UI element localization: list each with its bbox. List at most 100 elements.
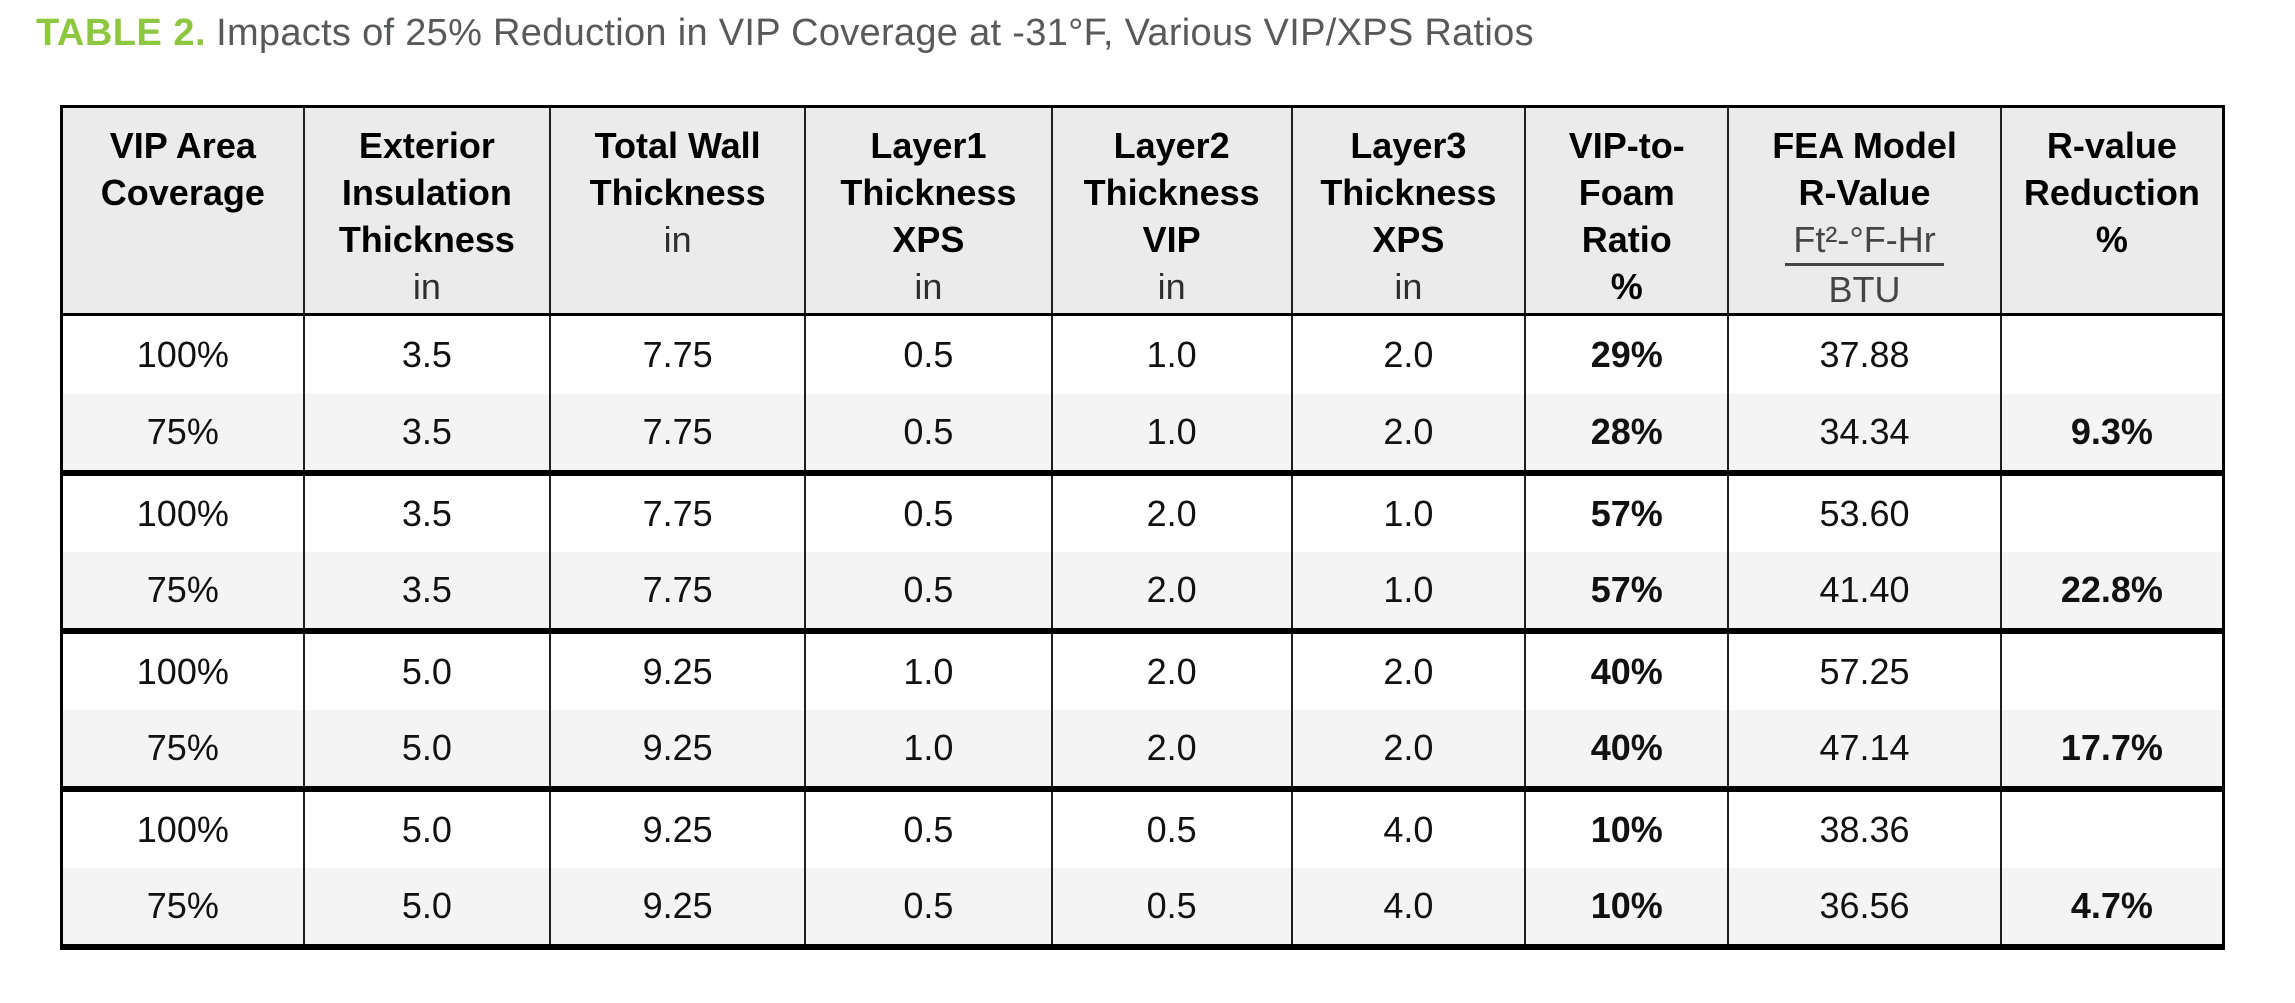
cell-layer1-thickness-xps: 1.0 [804, 630, 1053, 710]
cell-vip-to-foam-ratio: 10% [1524, 788, 1730, 868]
unit-fraction-numerator: Ft²-°F-Hr [1733, 216, 1995, 266]
cell-layer3-thickness-xps: 1.0 [1290, 472, 1527, 552]
cell-fea-model-r-value: 47.14 [1727, 709, 2002, 792]
cell-fea-model-r-value: 36.56 [1727, 867, 2002, 950]
cell-layer2-thickness-vip: 2.0 [1050, 472, 1293, 552]
cell-r-value-reduction [1999, 788, 2225, 868]
column-header-r-value-reduction: R-value Reduction% [1999, 106, 2225, 316]
column-header-total-wall-thickness: Total Wall Thickness in [549, 106, 807, 316]
cell-layer3-thickness-xps: 4.0 [1290, 867, 1527, 950]
cell-layer2-thickness-vip: 2.0 [1050, 709, 1293, 792]
cell-layer1-thickness-xps: 0.5 [804, 867, 1053, 950]
header-line: Exterior [358, 125, 495, 166]
cell-vip-area-coverage: 75% [60, 867, 305, 950]
cell-total-wall-thickness: 9.25 [549, 867, 807, 950]
cell-total-wall-thickness: 7.75 [549, 472, 807, 552]
header-line: Insulation [341, 172, 512, 213]
column-header-layer1-thickness-xps: Layer1 Thickness XPS in [804, 106, 1053, 316]
table-header: VIP Area Coverage Exterior Insulation Thickn… [60, 106, 2225, 316]
header-line: Coverage [100, 172, 265, 213]
cell-vip-area-coverage: 75% [60, 551, 305, 634]
header-unit-line: in [1394, 266, 1423, 307]
cell-exterior-insulation-thickness: 3.5 [302, 551, 552, 634]
cell-exterior-insulation-thickness: 3.5 [302, 472, 552, 552]
cell-vip-to-foam-ratio: 29% [1524, 314, 1730, 394]
cell-vip-to-foam-ratio: 40% [1524, 709, 1730, 792]
cell-r-value-reduction: 17.7% [1999, 709, 2225, 792]
header-line: Layer3 [1350, 125, 1467, 166]
table-row: 100% 5.0 9.25 1.0 2.0 2.0 40% 57.25 [60, 630, 2225, 710]
header-line: XPS [1372, 219, 1445, 260]
cell-layer3-thickness-xps: 4.0 [1290, 788, 1527, 868]
cell-fea-model-r-value: 53.60 [1727, 472, 2002, 552]
header-row: VIP Area Coverage Exterior Insulation Thickn… [60, 106, 2225, 316]
cell-r-value-reduction: 4.7% [1999, 867, 2225, 950]
cell-layer1-thickness-xps: 0.5 [804, 393, 1053, 476]
cell-layer2-thickness-vip: 1.0 [1050, 393, 1293, 476]
header-line: Thickness [1320, 172, 1497, 213]
cell-layer3-thickness-xps: 2.0 [1290, 314, 1527, 394]
table-row: 75% 3.5 7.75 0.5 1.0 2.0 28% 34.34 9.3% [60, 393, 2225, 476]
cell-vip-area-coverage: 100% [60, 314, 305, 394]
header-line: VIP Area [109, 125, 256, 166]
cell-exterior-insulation-thickness: 5.0 [302, 788, 552, 868]
cell-layer2-thickness-vip: 2.0 [1050, 551, 1293, 634]
cell-fea-model-r-value: 37.88 [1727, 314, 2002, 394]
header-line: VIP-to- [1568, 125, 1685, 166]
cell-layer1-thickness-xps: 1.0 [804, 709, 1053, 792]
header-line: Thickness [840, 172, 1017, 213]
cell-fea-model-r-value: 41.40 [1727, 551, 2002, 634]
cell-layer1-thickness-xps: 0.5 [804, 788, 1053, 868]
table-row: 100% 5.0 9.25 0.5 0.5 4.0 10% 38.36 [60, 788, 2225, 868]
header-line: Total Wall [594, 125, 761, 166]
unit-fraction-denominator: BTU [1828, 269, 1901, 310]
cell-exterior-insulation-thickness: 3.5 [302, 393, 552, 476]
cell-vip-to-foam-ratio: 28% [1524, 393, 1730, 476]
header-unit-line: in [663, 219, 692, 260]
cell-exterior-insulation-thickness: 5.0 [302, 867, 552, 950]
header-line: R-Value [1798, 172, 1931, 213]
column-header-layer3-thickness-xps: Layer3 Thickness XPS in [1290, 106, 1527, 316]
column-header-layer2-thickness-vip: Layer2 Thickness VIP in [1050, 106, 1293, 316]
table-row: 75% 3.5 7.75 0.5 2.0 1.0 57% 41.40 22.8% [60, 551, 2225, 634]
table-caption-label: TABLE 2. [36, 12, 207, 54]
header-line: Thickness [589, 172, 766, 213]
header-line: R-value [2046, 125, 2177, 166]
cell-vip-to-foam-ratio: 40% [1524, 630, 1730, 710]
cell-r-value-reduction [1999, 630, 2225, 710]
header-line: % [1610, 266, 1643, 307]
cell-fea-model-r-value: 34.34 [1727, 393, 2002, 476]
cell-total-wall-thickness: 9.25 [549, 788, 807, 868]
cell-layer2-thickness-vip: 1.0 [1050, 314, 1293, 394]
table-body: 100% 3.5 7.75 0.5 1.0 2.0 29% 37.88 75% 3.5 7.75 0.… [60, 314, 2225, 950]
column-header-vip-area-coverage: VIP Area Coverage [60, 106, 305, 316]
cell-exterior-insulation-thickness: 3.5 [302, 314, 552, 394]
header-line: VIP [1142, 219, 1201, 260]
cell-vip-area-coverage: 75% [60, 393, 305, 476]
table-row: 100% 3.5 7.75 0.5 1.0 2.0 29% 37.88 [60, 314, 2225, 394]
cell-vip-to-foam-ratio: 57% [1524, 551, 1730, 634]
cell-total-wall-thickness: 7.75 [549, 551, 807, 634]
cell-vip-to-foam-ratio: 57% [1524, 472, 1730, 552]
cell-r-value-reduction [1999, 472, 2225, 552]
column-header-fea-model-r-value: FEA Model R-Value Ft²-°F-Hr BTU [1727, 106, 2002, 316]
table-caption-text: Impacts of 25% Reduction in VIP Coverage… [216, 12, 1534, 54]
cell-exterior-insulation-thickness: 5.0 [302, 709, 552, 792]
table-row: 75% 5.0 9.25 1.0 2.0 2.0 40% 47.14 17.7% [60, 709, 2225, 792]
header-line: XPS [892, 219, 965, 260]
header-line: Ratio [1581, 219, 1672, 260]
column-header-exterior-insulation-thickness: Exterior Insulation Thickness in [302, 106, 552, 316]
header-line: Reduction [2023, 172, 2200, 213]
cell-layer3-thickness-xps: 2.0 [1290, 393, 1527, 476]
header-line: Layer2 [1113, 125, 1230, 166]
table-caption: TABLE 2. Impacts of 25% Reduction in VIP … [36, 10, 1534, 56]
cell-layer2-thickness-vip: 0.5 [1050, 788, 1293, 868]
column-header-vip-to-foam-ratio: VIP-to- Foam Ratio% [1524, 106, 1730, 316]
cell-fea-model-r-value: 38.36 [1727, 788, 2002, 868]
cell-total-wall-thickness: 7.75 [549, 314, 807, 394]
header-line: Layer1 [870, 125, 987, 166]
vip-coverage-impact-table: VIP Area Coverage Exterior Insulation Thickn… [60, 105, 2225, 950]
header-line: FEA Model [1772, 125, 1957, 166]
cell-total-wall-thickness: 7.75 [549, 393, 807, 476]
